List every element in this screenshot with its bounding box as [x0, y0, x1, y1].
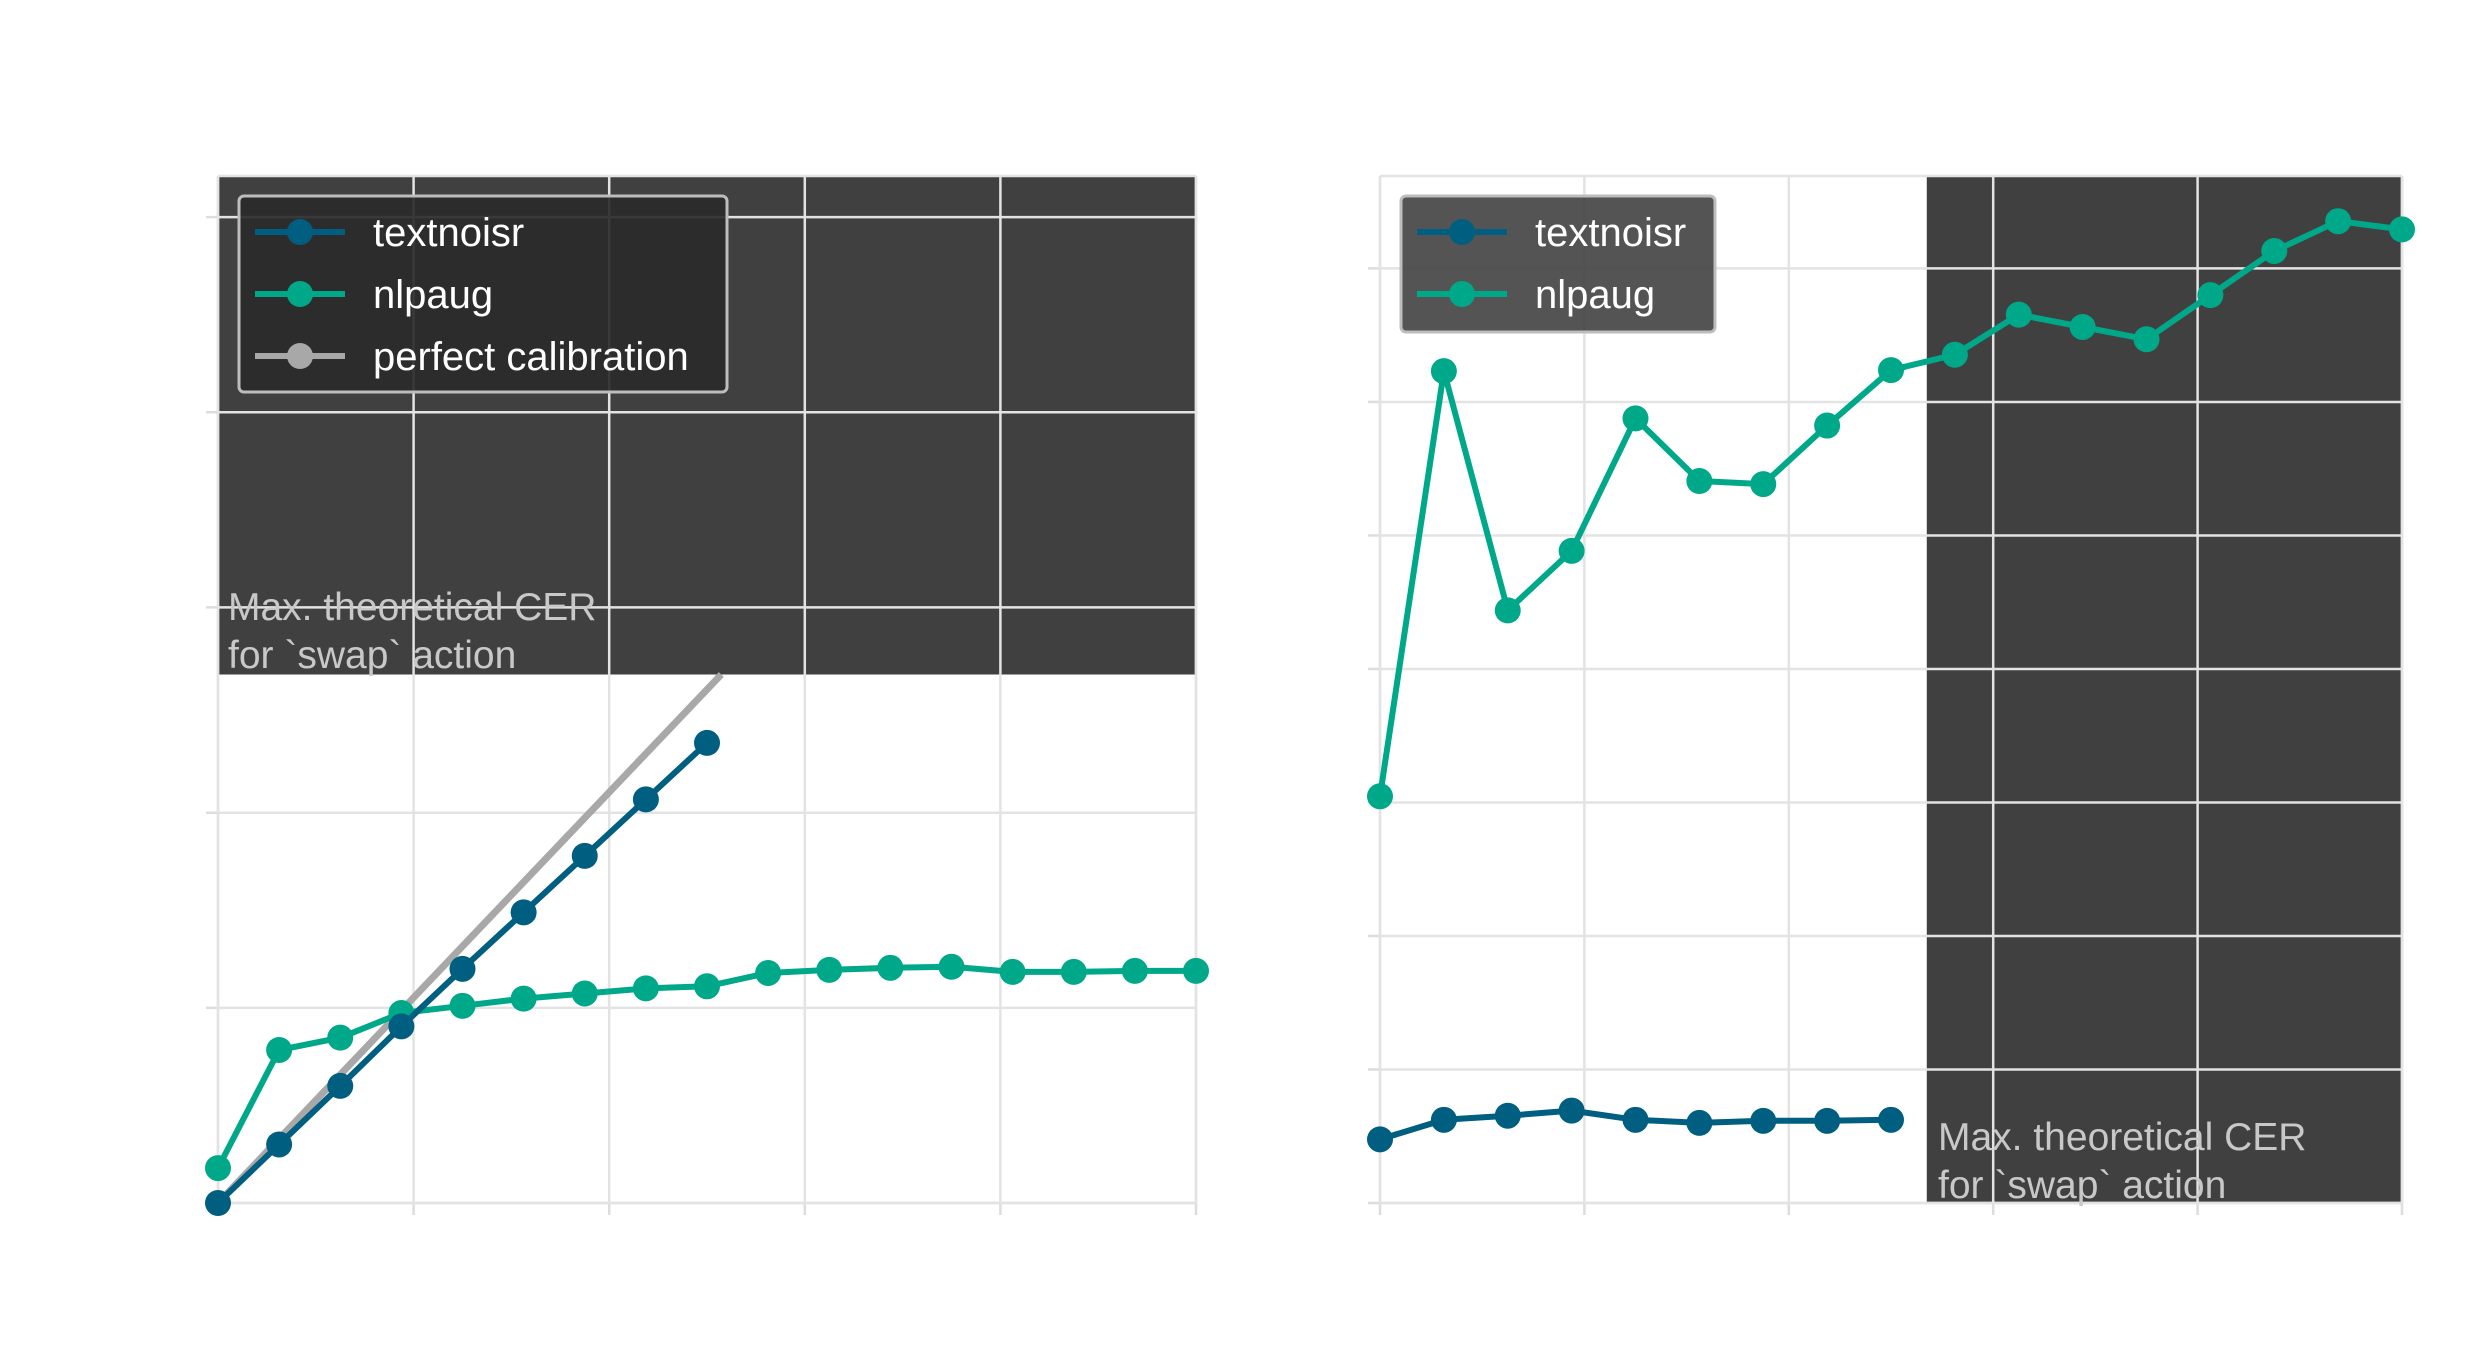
legend: textnoisr nlpaug: [1399, 194, 1717, 334]
data-point: [1878, 1106, 1904, 1133]
annotation-line: for `swap` action: [228, 634, 516, 677]
legend-box: [237, 194, 729, 394]
legend-marker: [1449, 281, 1475, 307]
data-point: [2325, 208, 2352, 235]
data-point: [1750, 471, 1777, 498]
data-point: [1814, 412, 1841, 439]
annotation-line: Max. theoretical CER: [1938, 1116, 2306, 1159]
data-point: [1558, 1097, 1585, 1124]
data-point: [571, 842, 598, 869]
data-point: [1060, 958, 1087, 985]
max-cer-annotation: Max. theoretical CER for `swap` action: [228, 586, 596, 677]
legend-item: nlpaug: [1417, 273, 1655, 317]
data-point: [2261, 237, 2288, 264]
legend-marker: [1449, 219, 1475, 245]
unreachable-region: [1926, 176, 2402, 1203]
data-point: [1750, 1107, 1777, 1134]
data-point: [2133, 326, 2160, 353]
data-point: [1430, 1106, 1457, 1133]
data-point: [1121, 957, 1148, 984]
data-point: [1622, 405, 1649, 432]
data-point: [694, 729, 720, 756]
series-textnoisr: [1367, 1097, 1904, 1153]
data-point: [694, 973, 720, 1000]
data-point: [1494, 1102, 1521, 1129]
legend-item: textnoisr: [255, 211, 524, 255]
chart-panel-1: Max. theoretical CER for `swap` action tex…: [205, 174, 1209, 1216]
legend-marker: [287, 281, 313, 307]
data-point: [999, 958, 1026, 985]
series-textnoisr: [205, 729, 720, 1216]
data-point: [1686, 1109, 1713, 1136]
data-point: [1941, 341, 1968, 368]
legend-item: perfect calibration: [255, 335, 689, 379]
data-point: [327, 1072, 354, 1099]
data-point: [327, 1024, 354, 1051]
annotation-line: Max. theoretical CER: [228, 586, 596, 629]
data-point: [2197, 282, 2224, 309]
data-point: [1494, 597, 1521, 624]
data-point: [2069, 313, 2096, 340]
legend-item: textnoisr: [1417, 211, 1686, 255]
data-point: [1430, 358, 1457, 385]
data-point: [816, 956, 843, 983]
series-perfect-calibration: [215, 672, 724, 1206]
chart-panel-2: Max. theoretical CER for `swap` action tex…: [1367, 174, 2415, 1215]
legend-marker: [287, 343, 313, 369]
legend-label: textnoisr: [373, 211, 524, 255]
data-point: [2005, 301, 2032, 328]
data-point: [632, 975, 659, 1002]
data-point: [571, 980, 598, 1007]
data-point: [1622, 1106, 1649, 1133]
data-point: [266, 1131, 293, 1158]
legend-label: textnoisr: [1535, 211, 1686, 255]
data-point: [1367, 783, 1393, 810]
legend-label: perfect calibration: [373, 335, 689, 379]
data-point: [1558, 537, 1585, 564]
grid: [1368, 174, 2404, 1215]
series-line: [215, 672, 724, 1206]
data-point: [2389, 216, 2415, 243]
data-point: [205, 1155, 231, 1182]
data-point: [1367, 1126, 1393, 1153]
data-point: [1686, 468, 1713, 495]
max-cer-annotation: Max. theoretical CER for `swap` action: [1938, 1116, 2306, 1207]
legend-label: nlpaug: [1535, 273, 1655, 317]
data-point: [266, 1036, 293, 1063]
data-point: [1183, 957, 1209, 984]
data-point: [877, 954, 904, 981]
legend-label: nlpaug: [373, 273, 493, 317]
data-point: [755, 959, 782, 986]
legend: textnoisr nlpaug perfect calibration: [237, 194, 729, 394]
data-point: [510, 899, 537, 926]
data-point: [388, 1013, 415, 1040]
annotation-line: for `swap` action: [1938, 1164, 2226, 1207]
data-point: [1878, 357, 1904, 384]
data-point: [449, 992, 476, 1019]
data-point: [449, 955, 476, 982]
legend-item: nlpaug: [255, 273, 493, 317]
data-point: [1814, 1107, 1841, 1134]
data-point: [510, 985, 537, 1012]
legend-marker: [287, 219, 313, 245]
data-point: [632, 786, 659, 813]
series-nlpaug: [1367, 208, 2415, 810]
data-point: [205, 1190, 231, 1216]
series-nlpaug: [205, 953, 1209, 1182]
data-point: [938, 953, 965, 980]
